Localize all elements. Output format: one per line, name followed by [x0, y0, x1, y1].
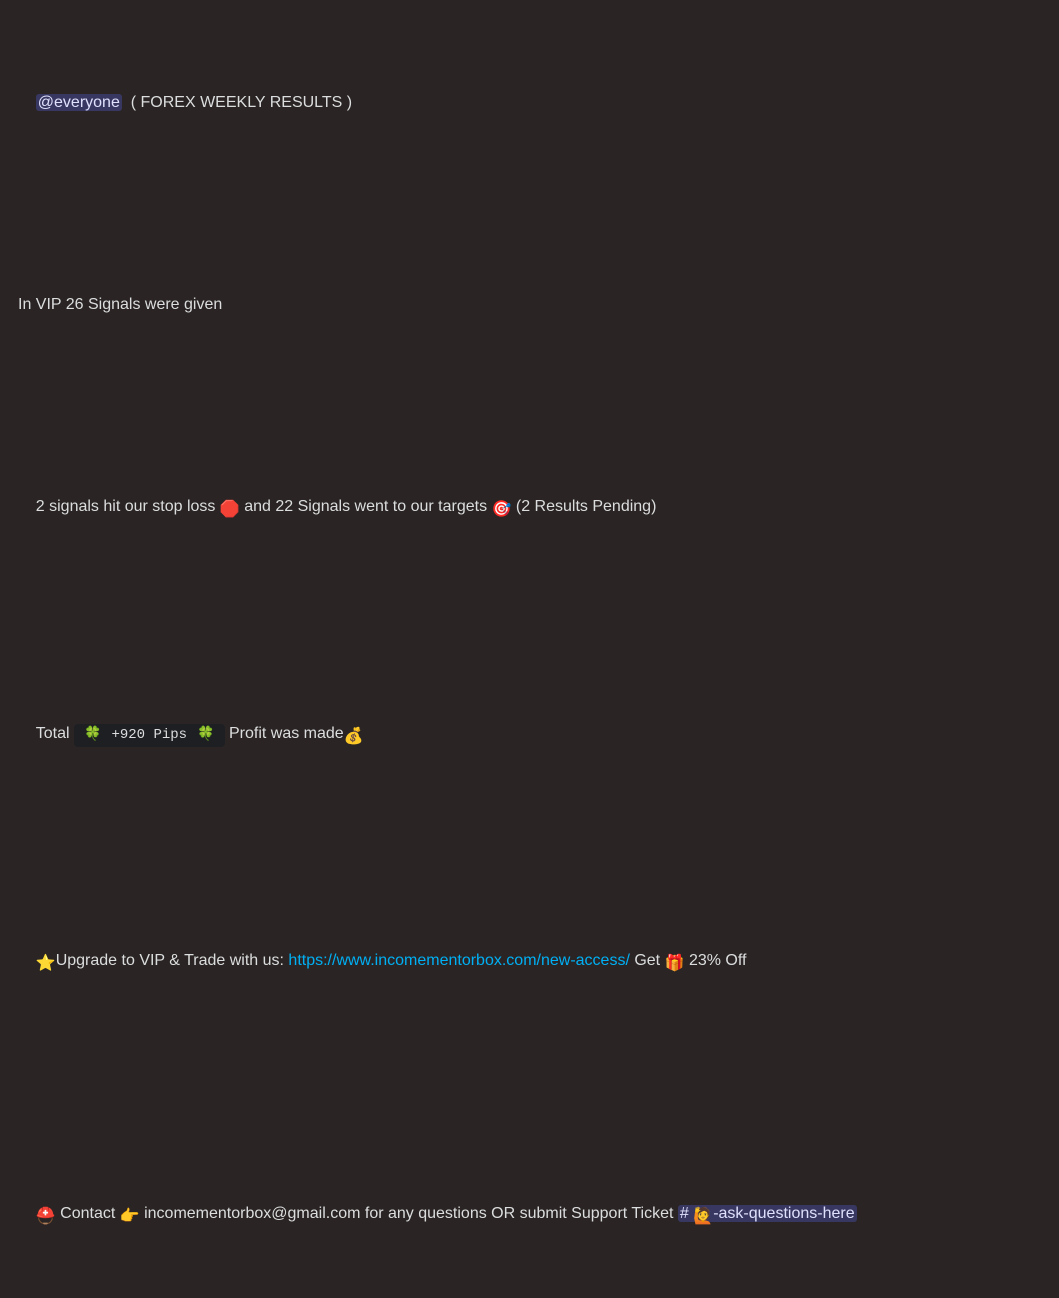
text: 23% Off [685, 952, 747, 969]
line-total: Total 🍀 +920 Pips 🍀 Profit was made💰 [18, 701, 1041, 770]
clover-icon: 🍀 [197, 726, 214, 745]
line-header: @everyone ( FOREX WEEKLY RESULTS ) [18, 70, 1041, 136]
header-title: ( FOREX WEEKLY RESULTS ) [122, 94, 352, 111]
vip-link[interactable]: https://www.incomementorbox.com/new-acce… [288, 952, 629, 969]
hash-icon: # [680, 1205, 689, 1222]
target-icon: 🎯 [492, 499, 512, 521]
line-results: 2 signals hit our stop loss 🛑 and 22 Sig… [18, 474, 1041, 543]
text: 2 signals hit our stop loss [36, 498, 220, 515]
channel-mention[interactable]: # 🙋-ask-questions-here [678, 1205, 857, 1222]
text: and 22 Signals went to our targets [240, 498, 492, 515]
text: Total [36, 725, 74, 742]
star-icon: ⭐ [36, 953, 56, 975]
text: incomementorbox@gmail.com for any questi… [140, 1205, 678, 1222]
line-upgrade: ⭐Upgrade to VIP & Trade with us: https:/… [18, 928, 1041, 997]
pips-badge: 🍀 +920 Pips 🍀 [74, 724, 225, 747]
text: (2 Results Pending) [511, 498, 656, 515]
text: Get [630, 952, 665, 969]
helmet-icon: ⛑️ [36, 1206, 56, 1228]
line-contact: ⛑️ Contact 👉 incomementorbox@gmail.com f… [18, 1181, 1041, 1250]
text: Profit was made [225, 725, 344, 742]
gift-icon: 🎁 [665, 953, 685, 975]
raising-hand-icon: 🙋 [693, 1206, 713, 1228]
discord-message: @everyone ( FOREX WEEKLY RESULTS ) In VI… [18, 0, 1041, 1298]
moneybag-icon: 💰 [344, 726, 364, 748]
mention-everyone[interactable]: @everyone [36, 94, 122, 111]
point-right-icon: 👉 [120, 1206, 140, 1228]
text: Contact [56, 1205, 120, 1222]
pips-value: +920 Pips [111, 726, 187, 745]
clover-icon: 🍀 [84, 726, 101, 745]
text: Upgrade to VIP & Trade with us: [56, 952, 289, 969]
stop-sign-icon: 🛑 [220, 499, 240, 521]
channel-name: -ask-questions-here [713, 1205, 854, 1222]
line-vip-count: In VIP 26 Signals were given [18, 294, 1041, 316]
